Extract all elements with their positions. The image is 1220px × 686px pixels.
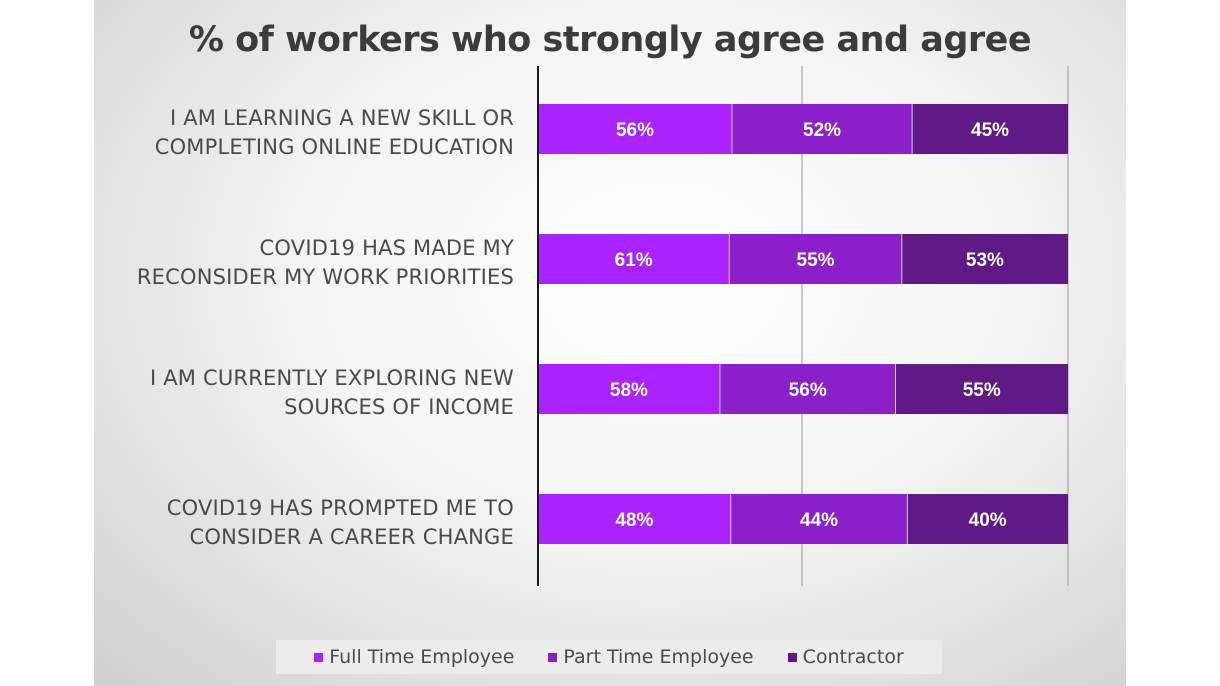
bar-segment bbox=[912, 104, 1068, 154]
value-label: 61% bbox=[615, 250, 653, 271]
bar-segment bbox=[730, 494, 908, 544]
bars: 56% 52% 45% 61% 55% 53% 58% 56% 55% 48% 44% 40% bbox=[537, 66, 1068, 586]
category-label: SOURCES OF INCOME bbox=[284, 395, 514, 419]
category-label: RECONSIDER MY WORK PRIORITIES bbox=[137, 265, 514, 289]
legend-item: Full Time Employee bbox=[314, 646, 514, 668]
bar-segment bbox=[538, 494, 731, 544]
value-label: 58% bbox=[610, 380, 648, 401]
category-label: COVID19 HAS PROMPTED ME TO bbox=[167, 496, 514, 520]
value-label: 45% bbox=[971, 120, 1009, 141]
bar-segment bbox=[729, 234, 902, 284]
value-label: 40% bbox=[969, 510, 1007, 531]
bar-segment bbox=[731, 104, 913, 154]
legend-label: Full Time Employee bbox=[329, 646, 515, 668]
value-label: 55% bbox=[963, 380, 1001, 401]
legend-label: Contractor bbox=[802, 646, 904, 668]
value-label: 56% bbox=[789, 380, 827, 401]
category-label: CONSIDER A CAREER CHANGE bbox=[190, 525, 514, 549]
bar-segment bbox=[907, 494, 1068, 544]
bar-segment bbox=[538, 104, 732, 154]
category-label: I AM LEARNING A NEW SKILL OR bbox=[170, 106, 514, 130]
value-label: 56% bbox=[616, 120, 654, 141]
bar-segment bbox=[538, 234, 730, 284]
value-label: 55% bbox=[797, 250, 835, 271]
legend-swatch bbox=[314, 652, 324, 662]
value-label: 44% bbox=[800, 510, 838, 531]
category-labels: I AM LEARNING A NEW SKILL OR COMPLETING O… bbox=[137, 106, 514, 549]
category-label: COVID19 HAS MADE MY bbox=[260, 236, 514, 260]
chart-panel: % of workers who strongly agree and agre… bbox=[94, 0, 1126, 686]
legend-swatch bbox=[787, 652, 797, 662]
bar-segment bbox=[719, 364, 896, 414]
value-label: 53% bbox=[966, 250, 1004, 271]
bar-segment bbox=[901, 234, 1068, 284]
legend-item: Contractor bbox=[787, 646, 904, 668]
value-label: 48% bbox=[615, 510, 653, 531]
category-label: COMPLETING ONLINE EDUCATION bbox=[155, 135, 514, 159]
value-label: 52% bbox=[803, 120, 841, 141]
category-label: I AM CURRENTLY EXPLORING NEW bbox=[150, 366, 514, 390]
bar-segment bbox=[895, 364, 1068, 414]
bar-segment bbox=[538, 364, 720, 414]
legend-swatch bbox=[548, 652, 558, 662]
bar-chart: 56% 52% 45% 61% 55% 53% 58% 56% 55% 48% 44% 40% I A… bbox=[137, 66, 1069, 586]
legend-label: Part Time Employee bbox=[563, 646, 754, 668]
legend-item: Part Time Employee bbox=[548, 646, 754, 668]
legend: Full Time Employee Part Time Employee Cont… bbox=[276, 640, 942, 674]
chart-title: % of workers who strongly agree and agre… bbox=[188, 20, 1032, 60]
